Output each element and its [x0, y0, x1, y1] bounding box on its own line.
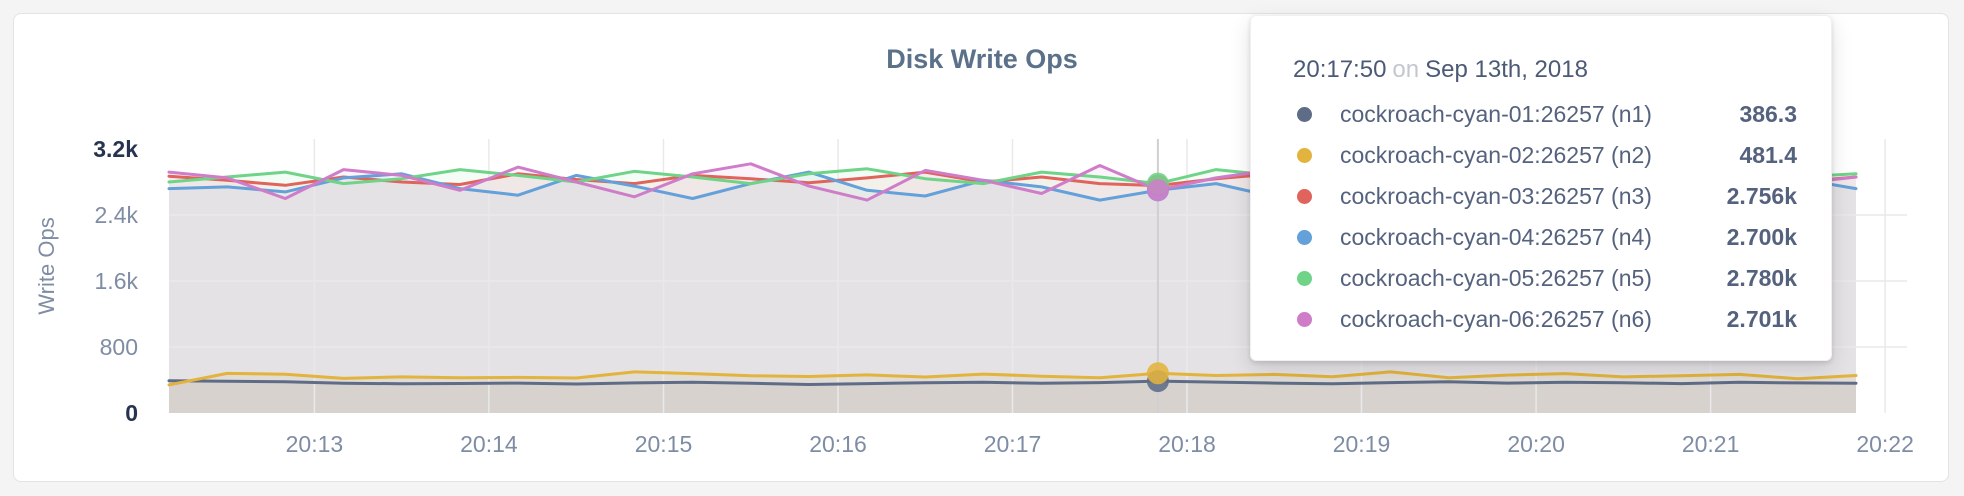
tooltip-row: cockroach-cyan-02:26257 (n2) 481.4: [1251, 135, 1831, 176]
tooltip-row: cockroach-cyan-03:26257 (n3) 2.756k: [1251, 176, 1831, 217]
tooltip-series-value: 386.3: [1739, 101, 1797, 127]
x-axis-tick-label: 20:20: [1507, 431, 1565, 457]
y-axis-tick-label: 1.6k: [95, 268, 139, 294]
x-axis-tick-label: 20:17: [984, 431, 1042, 457]
x-axis-tick-label: 20:14: [460, 431, 518, 457]
tooltip-series-value: 2.756k: [1726, 183, 1797, 209]
series-line-n2: [167, 370, 1858, 387]
series-color-dot-icon: [1297, 107, 1312, 122]
tooltip-series-value: 2.700k: [1726, 224, 1797, 250]
tooltip-series-value: 481.4: [1739, 142, 1797, 168]
tooltip-connector: on: [1392, 56, 1420, 83]
x-axis-tick-label: 20:15: [635, 431, 693, 457]
tooltip-series-list: cockroach-cyan-01:26257 (n1) 386.3 cockroa…: [1251, 94, 1831, 340]
tooltip-time: 20:17:50: [1293, 56, 1387, 83]
series-color-dot-icon: [1297, 230, 1312, 245]
hover-point-n6: [1146, 179, 1169, 202]
tooltip-date: Sep 13th, 2018: [1425, 56, 1588, 83]
y-axis-tick-label: 0: [125, 400, 138, 426]
tooltip-series-label: cockroach-cyan-02:26257 (n2): [1340, 142, 1652, 168]
x-axis-tick-label: 20:18: [1158, 431, 1216, 457]
x-axis-tick-label: 20:22: [1856, 431, 1914, 457]
series-color-dot-icon: [1297, 148, 1312, 163]
tooltip-row: cockroach-cyan-05:26257 (n5) 2.780k: [1251, 258, 1831, 299]
tooltip-series-label: cockroach-cyan-04:26257 (n4): [1340, 224, 1652, 250]
y-axis-tick-label: 3.2k: [93, 136, 138, 162]
x-axis-tick-label: 20:13: [286, 431, 344, 457]
tooltip-series-value: 2.780k: [1726, 265, 1797, 291]
chart-card: Disk Write Ops Write Ops 20:13 20:14 20:15…: [13, 13, 1949, 482]
series-color-dot-icon: [1297, 312, 1312, 327]
x-axis-tick-label: 20:21: [1682, 431, 1740, 457]
series-line-n1: [167, 379, 1858, 386]
tooltip-series-label: cockroach-cyan-01:26257 (n1): [1340, 101, 1652, 127]
y-axis-tick-label: 800: [100, 334, 138, 360]
series-color-dot-icon: [1297, 189, 1312, 204]
x-axis-tick-label: 20:19: [1333, 431, 1391, 457]
tooltip-header: 20:17:50 on Sep 13th, 2018: [1293, 56, 1797, 84]
tooltip-row: cockroach-cyan-01:26257 (n1) 386.3: [1251, 94, 1831, 135]
tooltip-series-label: cockroach-cyan-03:26257 (n3): [1340, 183, 1652, 209]
tooltip-series-label: cockroach-cyan-06:26257 (n6): [1340, 306, 1652, 332]
x-axis-tick-label: 20:16: [809, 431, 867, 457]
tooltip-series-label: cockroach-cyan-05:26257 (n5): [1340, 265, 1652, 291]
tooltip-row: cockroach-cyan-06:26257 (n6) 2.701k: [1251, 299, 1831, 340]
chart-title: Disk Write Ops: [886, 44, 1078, 74]
tooltip-series-value: 2.701k: [1726, 306, 1797, 332]
tooltip-row: cockroach-cyan-04:26257 (n4) 2.700k: [1251, 217, 1831, 258]
hover-point-n2: [1146, 362, 1169, 385]
y-axis-tick-label: 2.4k: [95, 202, 139, 228]
series-color-dot-icon: [1297, 271, 1312, 286]
chart-hover-tooltip: 20:17:50 on Sep 13th, 2018 cockroach-cyan-…: [1250, 15, 1832, 361]
